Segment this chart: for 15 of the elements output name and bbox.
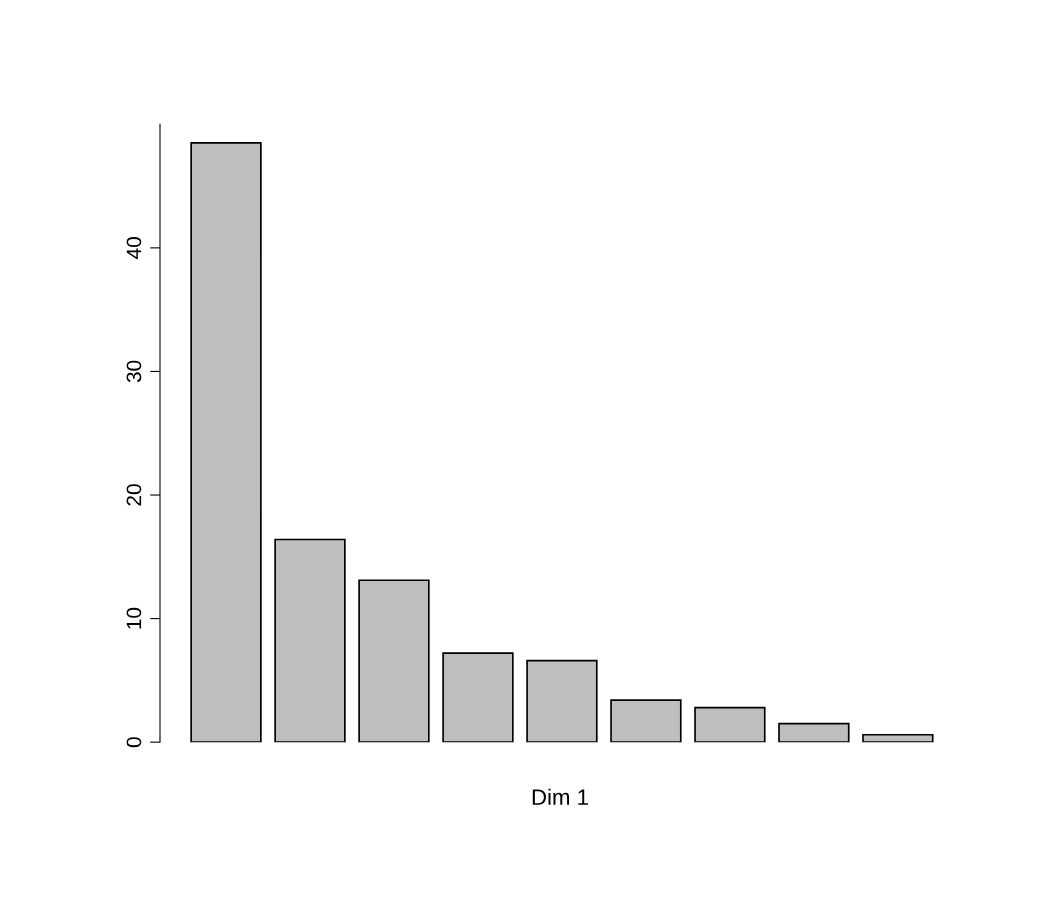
- bar: [778, 722, 850, 743]
- bar: [274, 538, 346, 743]
- bar: [190, 142, 262, 743]
- bar: [694, 706, 766, 743]
- bar: [358, 579, 430, 743]
- y-tick-label: 20: [126, 484, 142, 506]
- y-tick-label: 30: [126, 360, 142, 383]
- x-axis-title: Dim 1: [532, 788, 588, 805]
- y-tick-label: 40: [126, 237, 142, 259]
- y-tick-label: 0: [126, 737, 142, 748]
- bar: [442, 652, 514, 743]
- bar: [862, 733, 934, 743]
- bar: [610, 699, 682, 743]
- y-tick-label: 10: [126, 607, 142, 629]
- bar: [526, 659, 598, 743]
